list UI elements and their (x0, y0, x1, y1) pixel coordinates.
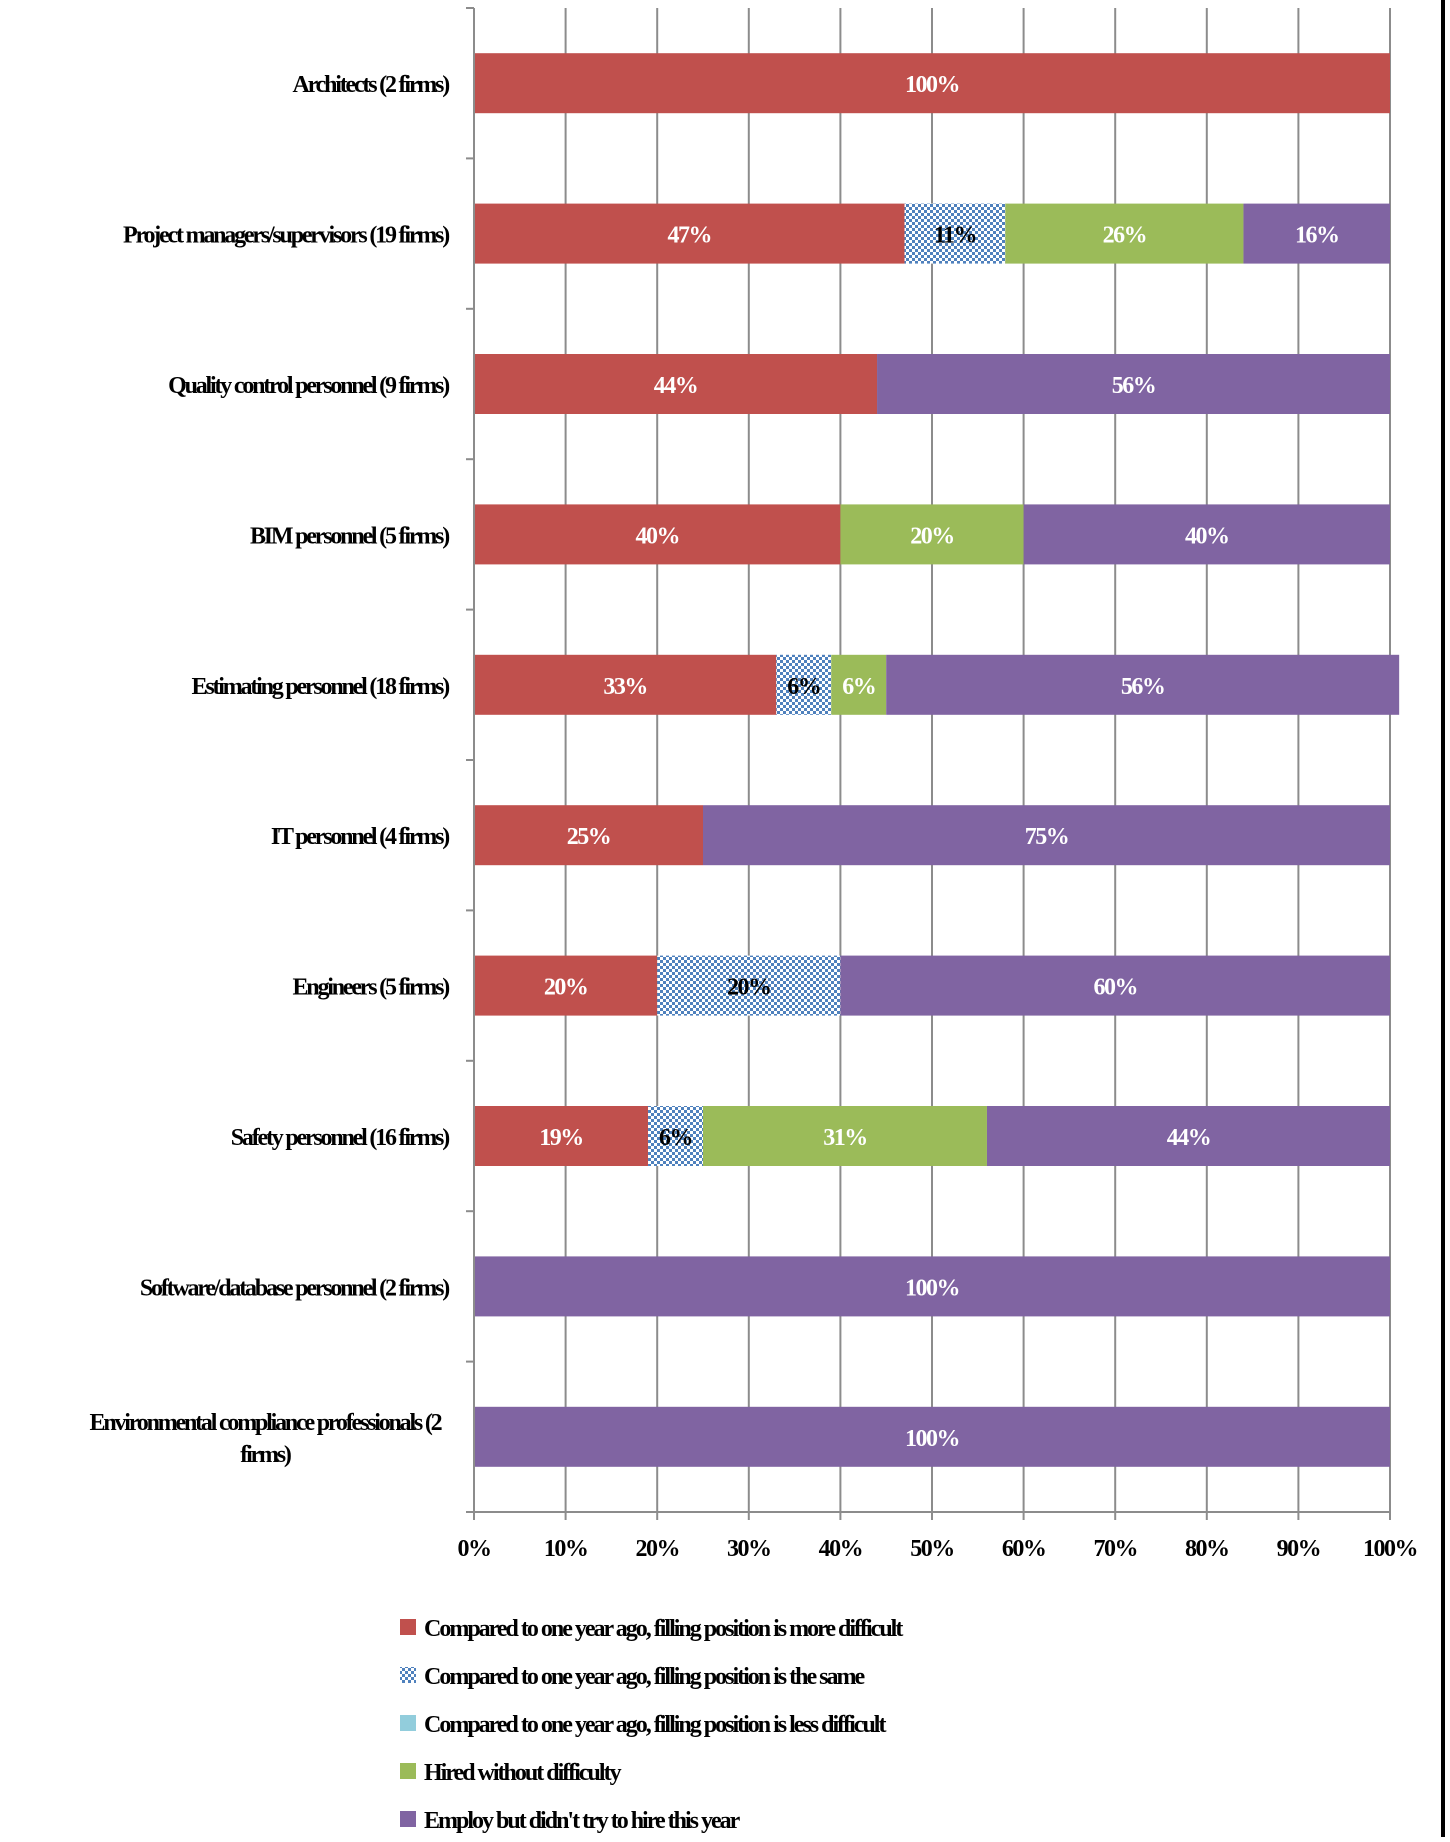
bar-segment (474, 504, 841, 565)
bar-segment (474, 53, 1390, 114)
x-tick-label: 60% (1002, 1536, 1046, 1562)
bar-segment (877, 354, 1390, 414)
legend-entry: Compared to one year ago, filling positi… (424, 1616, 903, 1642)
bar-data-label: 6% (787, 674, 820, 700)
bar-segment (986, 1106, 1390, 1166)
bar-segment (703, 1106, 987, 1166)
bar-data-label: 6% (842, 674, 875, 700)
category-label: Estimating personnel (18 firms) (192, 674, 450, 700)
category-label: Quality control personnel (9 firms) (168, 373, 449, 399)
bar-data-label: 20% (910, 523, 954, 549)
bar-segment (776, 654, 832, 715)
legend-swatch (400, 1619, 416, 1635)
bar-data-label: 19% (539, 1125, 583, 1151)
bar-segment (474, 805, 703, 866)
bar-segment (831, 654, 887, 715)
bar-segment (648, 1106, 703, 1166)
bar-data-label: 56% (1121, 674, 1165, 700)
bar-data-label: 100% (905, 1275, 959, 1301)
x-tick-label: 0% (458, 1536, 491, 1562)
x-tick-label: 20% (635, 1536, 679, 1562)
bar-data-label: 44% (1167, 1125, 1211, 1151)
labels: 0% 10% 20% 30% 40% 50% 60% 70% 80% 90% 100% 100% Arc… (90, 72, 1419, 1562)
category-label: Software/database personnel (2 firms) (140, 1275, 449, 1301)
bar-segment (474, 654, 777, 715)
category-label: BIM personnel (5 firms) (250, 523, 449, 549)
bar-data-label: 40% (1185, 523, 1229, 549)
legend-swatch (400, 1763, 416, 1779)
category-label: Project managers/supervisors (19 firms) (123, 223, 449, 249)
axes (466, 7, 1391, 1520)
bar-segment (474, 354, 878, 414)
bar-data-label: 44% (654, 373, 698, 399)
legend-entry: Employ but didn't try to hire this year (424, 1808, 741, 1834)
bar-data-label: 56% (1112, 373, 1156, 399)
bar-data-label: 47% (668, 223, 712, 249)
bars (474, 53, 1400, 1467)
bar-segment (474, 955, 658, 1016)
category-label: Environmental compliance professionals (… (90, 1410, 442, 1468)
bar-segment (1005, 203, 1244, 264)
bar-data-label: 100% (905, 1426, 959, 1452)
x-tick-label: 30% (727, 1536, 771, 1562)
bar-data-label: 20% (727, 975, 771, 1001)
x-tick-label: 90% (1277, 1536, 1321, 1562)
bar-data-label: 20% (544, 975, 588, 1001)
bar-data-label: 40% (635, 523, 679, 549)
x-tick-label: 100% (1363, 1536, 1417, 1562)
bar-data-label: 25% (567, 824, 611, 850)
x-tick-label: 40% (819, 1536, 863, 1562)
bar-data-label: 60% (1093, 975, 1137, 1001)
bar-segment (1023, 504, 1390, 565)
legend-entry: Hired without difficulty (424, 1760, 622, 1786)
x-tick-label: 10% (544, 1536, 588, 1562)
bar-data-label: 75% (1025, 824, 1069, 850)
bar-segment (474, 1406, 1390, 1467)
category-label: IT personnel (4 firms) (271, 824, 449, 850)
category-label: Safety personnel (16 firms) (231, 1125, 449, 1151)
bar-data-label: 11% (934, 223, 976, 249)
bar-segment (657, 955, 841, 1016)
legend-swatch (400, 1667, 416, 1683)
legend-entry: Compared to one year ago, filling positi… (424, 1664, 865, 1690)
bar-segment (840, 955, 1390, 1016)
bar-segment (703, 805, 1390, 866)
bar-segment (840, 504, 1024, 565)
category-label: Engineers (5 firms) (293, 975, 450, 1001)
legend-entry: Compared to one year ago, filling positi… (424, 1712, 886, 1738)
x-tick-label: 50% (910, 1536, 954, 1562)
bar-data-label: 6% (659, 1125, 692, 1151)
x-tick-label: 80% (1185, 1536, 1229, 1562)
bar-segment (474, 1256, 1390, 1317)
bar-data-label: 16% (1295, 223, 1339, 249)
category-label: Architects (2 firms) (293, 72, 450, 98)
bar-data-label: 31% (823, 1125, 867, 1151)
bar-segment (474, 203, 905, 264)
bar-data-label: 100% (905, 72, 959, 98)
page-right-border (1441, 0, 1445, 1837)
bar-segment (1243, 203, 1390, 264)
bar-segment (904, 203, 1006, 264)
legend-swatch (400, 1715, 416, 1731)
bar-segment (474, 1106, 649, 1166)
legend-swatch (400, 1811, 416, 1827)
bar-segment (886, 654, 1400, 715)
bar-data-label: 33% (603, 674, 647, 700)
x-tick-label: 70% (1093, 1536, 1137, 1562)
legend: Compared to one year ago, filling positi… (400, 1616, 905, 1834)
bar-data-label: 26% (1103, 223, 1147, 249)
